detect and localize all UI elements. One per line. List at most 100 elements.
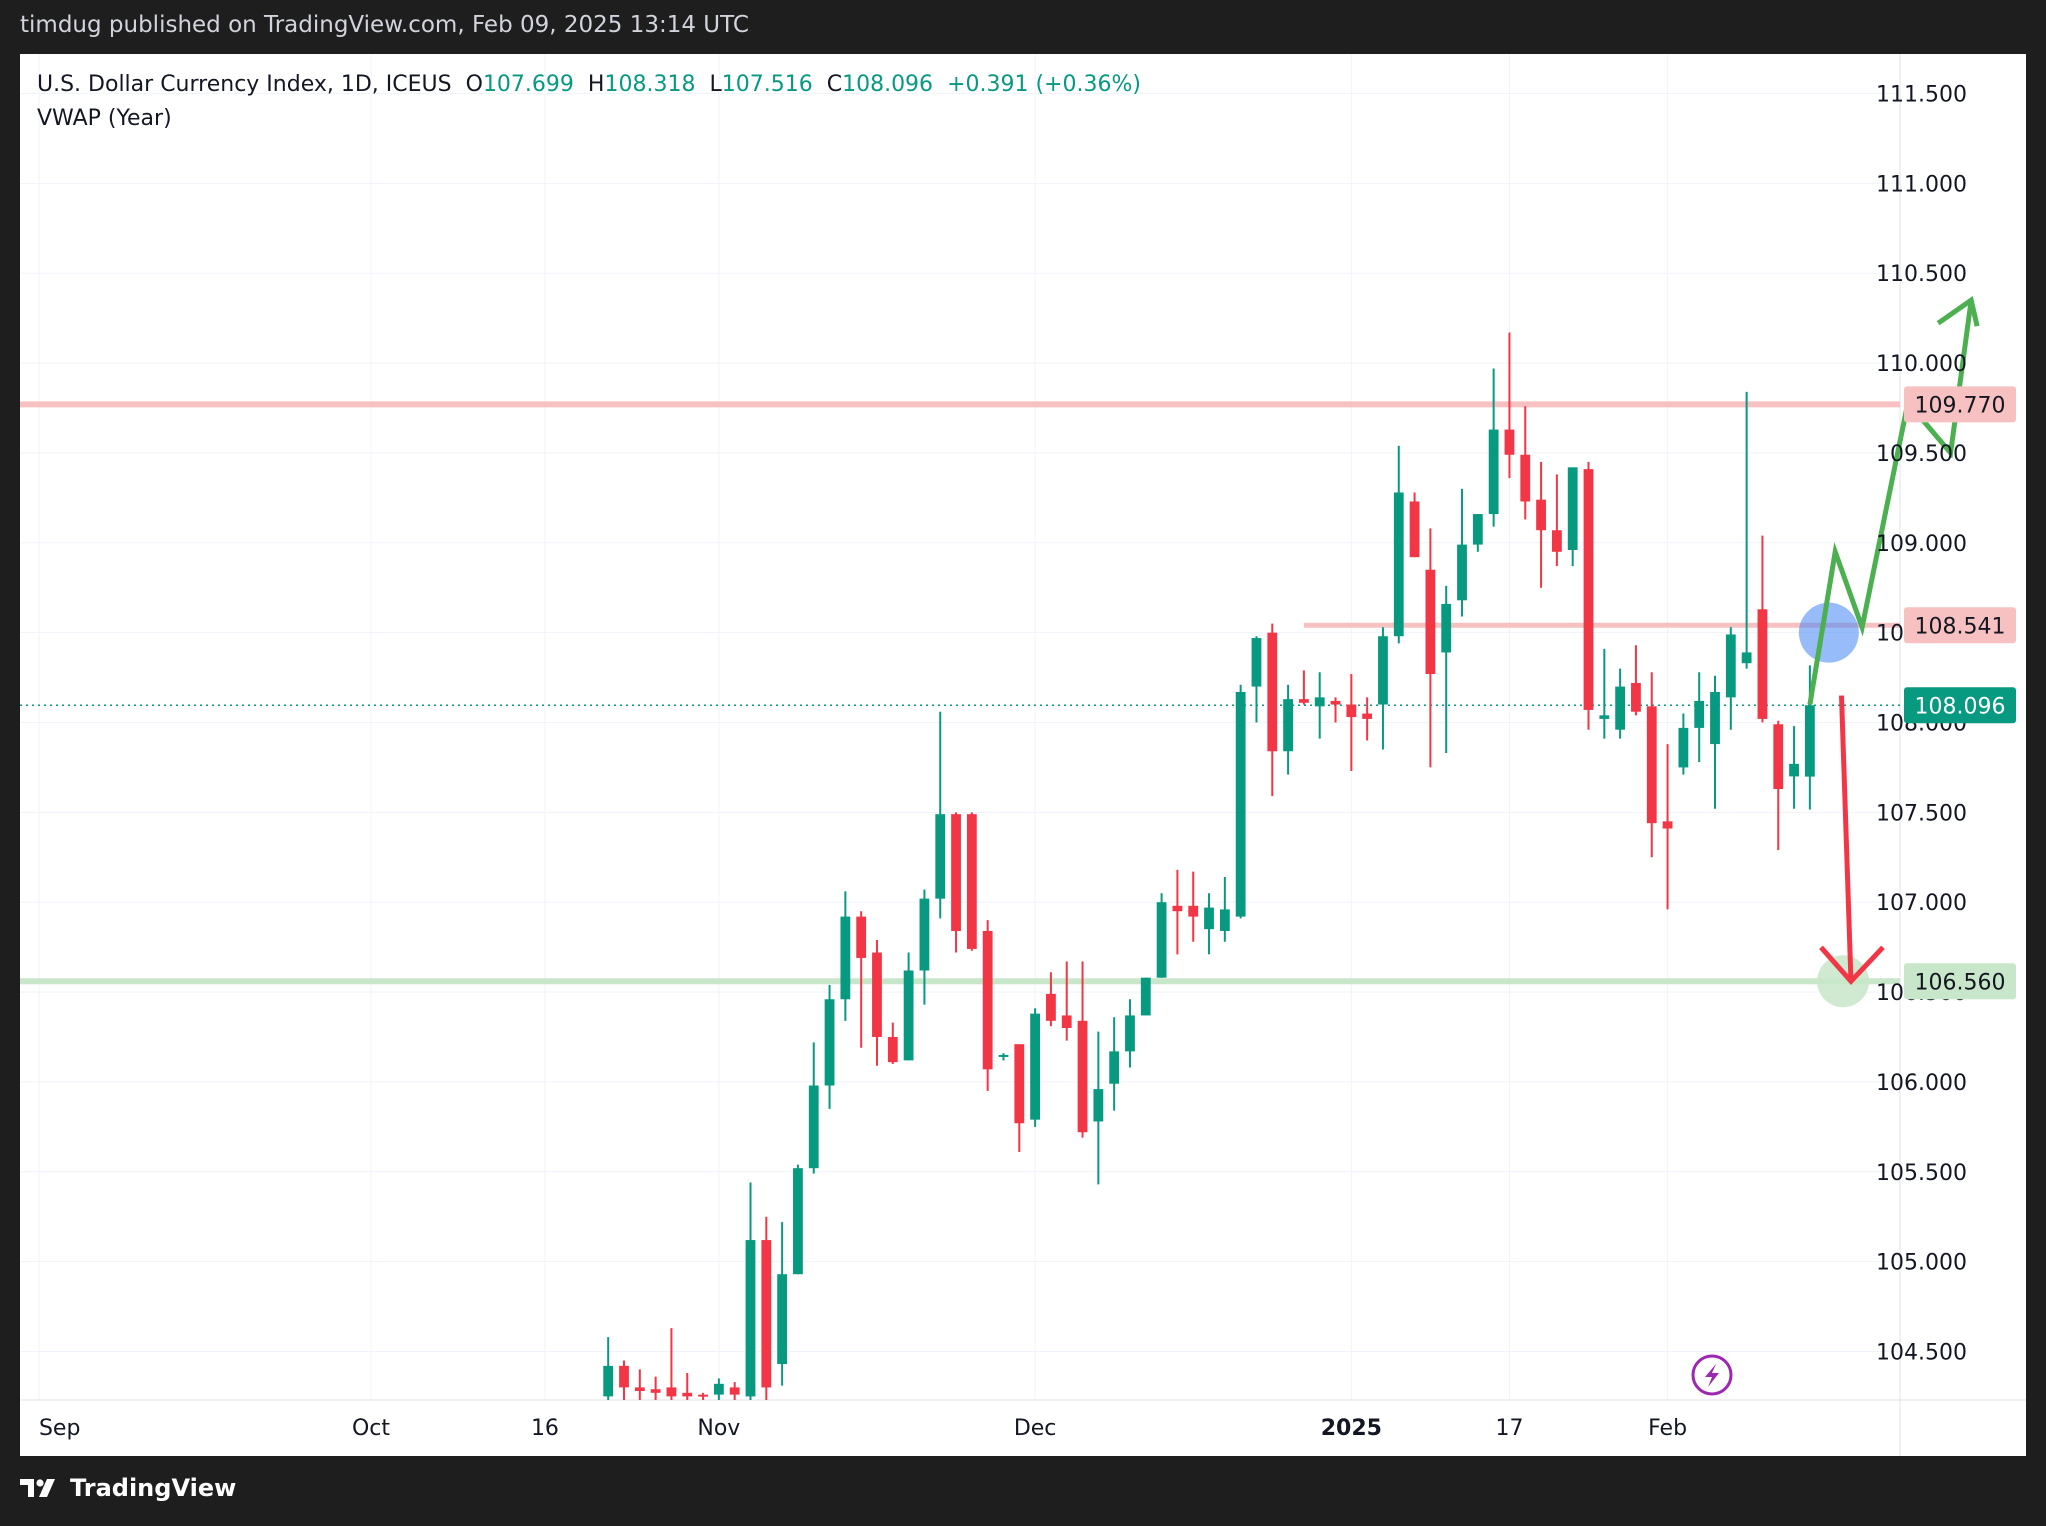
candle-down — [1551, 474, 1562, 567]
candle-body — [840, 916, 851, 1000]
candle-up — [824, 984, 835, 1109]
candle-down — [1504, 332, 1515, 479]
price-tick-label: 110.000 — [1876, 352, 1967, 377]
candle-body — [872, 952, 882, 1037]
candle-body — [1283, 699, 1293, 752]
candle-up — [1694, 672, 1705, 763]
price-tick-label: 107.500 — [1876, 801, 1967, 826]
candle-down — [1583, 461, 1594, 730]
candle-body — [1330, 700, 1341, 705]
candle-up — [935, 711, 946, 919]
candle-body — [729, 1387, 740, 1395]
low-label: L — [709, 72, 722, 97]
candle-body — [1014, 1044, 1025, 1124]
candle-body — [1551, 530, 1562, 552]
change-value: +0.391 (+0.36%) — [947, 72, 1141, 97]
candle-down — [1346, 673, 1357, 772]
publisher-line: timdug published on TradingView.com, Feb… — [20, 12, 749, 38]
candle-up — [793, 1164, 803, 1275]
candle-body — [1393, 492, 1404, 637]
candle-down — [872, 939, 882, 1066]
candle-down — [1773, 720, 1784, 851]
candle-up — [840, 891, 851, 1021]
candle-down — [1188, 871, 1199, 942]
time-axis: Sep Oct 16 Nov Dec 2025 17 Feb — [39, 1416, 1687, 1441]
candle-up — [1488, 368, 1499, 527]
candle-up — [998, 1053, 1009, 1061]
candle-down — [1646, 672, 1657, 858]
price-tag-106560: 106.560 — [1904, 963, 2016, 1000]
candle-body — [1409, 501, 1420, 558]
candle-body — [1346, 704, 1357, 718]
candle-up — [919, 889, 930, 1005]
bullish-arrow-head — [1936, 296, 1980, 327]
price-tag-108541-bg — [1904, 607, 2016, 644]
candle-down — [761, 1216, 772, 1400]
candle-up — [1393, 445, 1404, 644]
target-marker — [1817, 955, 1870, 1008]
candle-up — [1615, 668, 1626, 739]
bearish-arrow-head — [1819, 945, 1885, 985]
price-tick-label: 107.000 — [1876, 891, 1967, 916]
close-label: C — [826, 72, 843, 97]
candle-body — [1804, 705, 1815, 777]
candle-body — [1504, 429, 1515, 455]
candle-down — [887, 1022, 898, 1064]
candle-body — [713, 1383, 724, 1395]
price-tick-label: 111.500 — [1876, 83, 1967, 108]
candles — [603, 332, 1815, 1400]
candle-body — [698, 1394, 708, 1397]
candle-up — [603, 1337, 614, 1400]
candle-body — [998, 1054, 1009, 1057]
price-tag-109770-text: 109.770 — [1915, 393, 2006, 418]
candle-down — [634, 1369, 645, 1400]
chart-panel[interactable]: 104.500105.000105.500106.000106.500107.0… — [20, 54, 2026, 1456]
price-tag-106560-text: 106.560 — [1915, 970, 2006, 995]
close-value: 108.096 — [842, 72, 934, 97]
candle-down — [951, 812, 961, 953]
price-tick-label: 105.500 — [1876, 1161, 1967, 1186]
candle-down — [1061, 961, 1072, 1041]
indicator-label[interactable]: VWAP (Year) — [37, 106, 172, 131]
candle-down — [619, 1360, 629, 1400]
candle-body — [903, 970, 914, 1061]
symbol-title[interactable]: U.S. Dollar Currency Index, 1D, ICEUS — [37, 72, 452, 97]
candle-down — [698, 1392, 708, 1400]
candle-up — [1219, 877, 1230, 942]
candle-body — [1457, 544, 1467, 601]
candle-body — [935, 814, 946, 899]
candle-body — [650, 1389, 661, 1393]
price-tick-label: 111.000 — [1876, 172, 1967, 197]
price-tick-label: 109.000 — [1876, 532, 1967, 557]
low-value: 107.516 — [721, 72, 813, 97]
candle-down — [1299, 670, 1309, 705]
price-chart[interactable]: 104.500105.000105.500106.000106.500107.0… — [20, 54, 2026, 1456]
lightning-icon[interactable] — [1691, 1354, 1733, 1396]
candle-up — [1457, 488, 1467, 617]
tradingview-logo[interactable]: TradingView — [20, 1474, 236, 1502]
candle-body — [1520, 454, 1531, 502]
candle-body — [1646, 706, 1657, 824]
candle-body — [1472, 514, 1483, 545]
brand-name: TradingView — [70, 1474, 237, 1502]
open-label: O — [465, 72, 483, 97]
price-tick-label: 104.500 — [1876, 1340, 1967, 1365]
candle-up — [1030, 1008, 1041, 1127]
candle-body — [634, 1387, 645, 1392]
candle-up — [1125, 999, 1135, 1068]
candle-down — [856, 911, 867, 1048]
candle-body — [1378, 636, 1388, 705]
candle-up — [745, 1182, 756, 1400]
candle-down — [1362, 697, 1373, 741]
candle-up — [1599, 648, 1610, 739]
candle-down — [666, 1328, 677, 1400]
bullish-arrow-path — [1807, 299, 1974, 705]
candle-up — [1093, 1031, 1104, 1185]
candle-body — [1615, 686, 1626, 730]
candle-body — [1662, 821, 1673, 829]
candle-body — [1789, 763, 1799, 777]
candle-body — [1061, 1015, 1072, 1029]
candle-up — [1710, 675, 1720, 809]
candle-body — [919, 898, 930, 971]
candle-body — [808, 1085, 819, 1169]
